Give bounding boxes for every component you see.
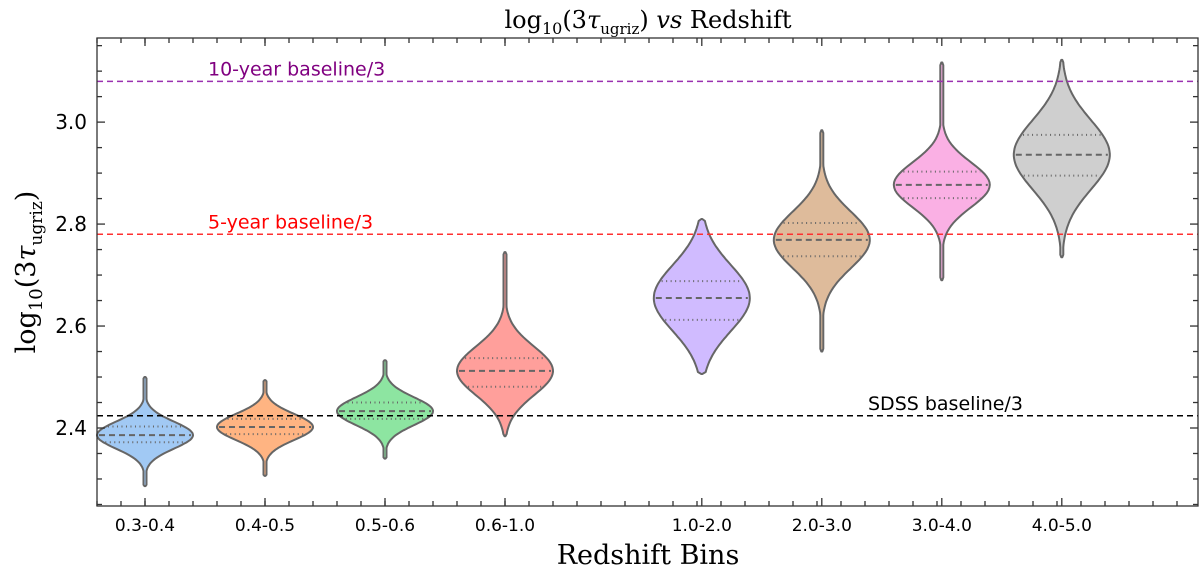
x-tick-label: 2.0-3.0 xyxy=(792,516,852,536)
plot-frame xyxy=(96,37,1199,507)
reference-line-label: 10-year baseline/3 xyxy=(208,58,385,80)
violin-0.5-0.6 xyxy=(336,359,434,460)
axis-ticks xyxy=(96,38,1198,506)
y-tick-label: 2.8 xyxy=(55,212,87,236)
violin-0.3-0.4 xyxy=(96,376,194,488)
violin-4.0-5.0 xyxy=(1012,58,1111,259)
violin-1.0-2.0 xyxy=(652,218,751,375)
violin-2.0-3.0 xyxy=(772,129,871,353)
x-tick-label: 0.6-1.0 xyxy=(475,516,535,536)
x-tick-label: 0.4-0.5 xyxy=(235,516,295,536)
y-tick-label: 3.0 xyxy=(55,110,87,134)
y-tick-label: 2.6 xyxy=(55,314,87,338)
x-axis-label: Redshift Bins xyxy=(557,540,740,571)
violins xyxy=(96,58,1111,488)
violin-3.0-4.0 xyxy=(892,61,991,282)
x-tick-label: 4.0-5.0 xyxy=(1032,516,1092,536)
x-tick-label: 0.3-0.4 xyxy=(115,516,175,536)
y-axis-label: log10(3τugriz) xyxy=(11,191,47,354)
chart-title: log10(3τugriz) vs Redshift xyxy=(504,6,791,38)
x-tick-label: 0.5-0.6 xyxy=(355,516,415,536)
violin-0.4-0.5 xyxy=(216,379,314,477)
reference-line-label: SDSS baseline/3 xyxy=(868,393,1023,415)
y-tick-label: 2.4 xyxy=(55,416,87,440)
reference-line-label: 5-year baseline/3 xyxy=(208,211,373,233)
violin-0.6-1.0 xyxy=(456,251,554,438)
tick-labels: 2.4 2.6 2.8 3.0 0.3-0.4 0.4-0.5 0.5-0.6 0.6-1.0… xyxy=(55,110,1092,536)
x-tick-label: 1.0-2.0 xyxy=(672,516,732,536)
x-tick-label: 3.0-4.0 xyxy=(912,516,972,536)
reference-lines: 10-year baseline/3 5-year baseline/3 SDSS … xyxy=(97,58,1198,417)
